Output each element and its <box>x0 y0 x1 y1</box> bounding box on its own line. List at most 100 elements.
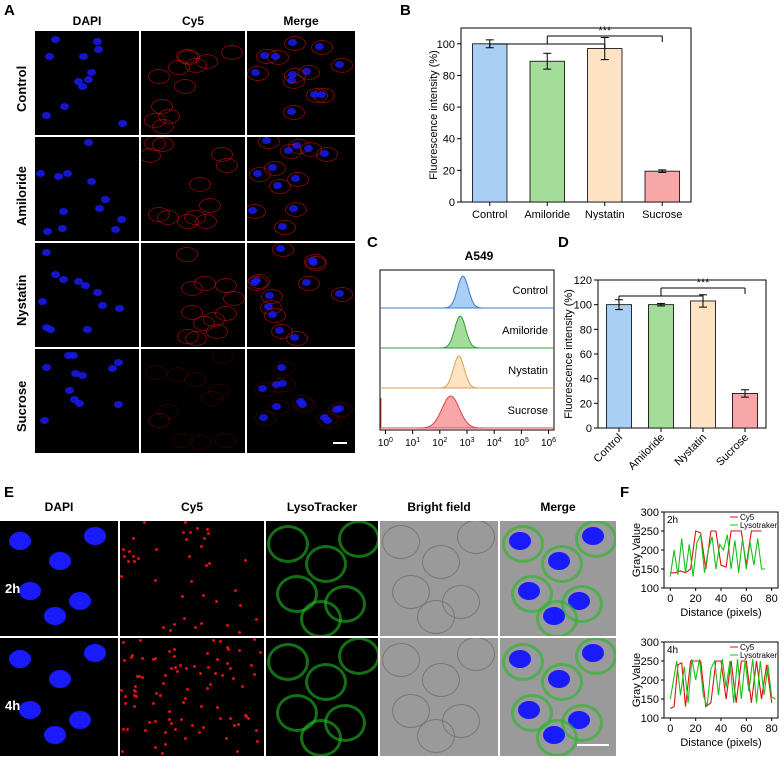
ylabel: Gray Value <box>631 653 643 707</box>
legend-label: Cy5 <box>740 513 755 522</box>
xtick-label: 40 <box>715 723 727 735</box>
ytick-label: 60 <box>443 102 455 114</box>
xtick-label: 80 <box>766 723 778 735</box>
sample-label-control: Control <box>513 285 548 297</box>
xlabel: Distance (pixels) <box>680 607 761 619</box>
xtick-label: Sucrose <box>714 432 751 469</box>
ytick-label: 20 <box>580 398 592 410</box>
bar-sucrose <box>731 393 758 429</box>
panel-a-col-cy5: Cy5 <box>181 14 204 28</box>
ytick-label: 250 <box>641 656 659 668</box>
significance-label: *** <box>697 277 711 289</box>
ytick-label: 0 <box>449 197 455 209</box>
panel-a-micrograph-nystatin-cy5 <box>141 243 245 347</box>
xtick-label: 60 <box>740 723 752 735</box>
panel-e-micrograph-4h-bf <box>380 638 498 756</box>
panel-a-micrograph-nystatin-dapi <box>35 243 139 347</box>
ytick-label: 60 <box>580 349 592 361</box>
bar-control <box>472 43 508 203</box>
panel-label-d: D <box>558 234 569 251</box>
panel-e-micrograph-4h-lyso <box>266 638 378 756</box>
time-label: 2h <box>667 515 678 526</box>
panel-e-micrograph-2h-lyso <box>266 521 378 636</box>
ylabel: Fluorescence intensity (%) <box>428 50 440 180</box>
sample-label-amiloride: Amiloride <box>502 325 548 337</box>
series-line-cy5 <box>670 660 773 709</box>
panel-e-col-cy5: Cy5 <box>180 500 203 514</box>
panel-a-micrograph-amiloride-dapi <box>35 137 139 241</box>
xlabel: Distance (pixels) <box>680 737 761 749</box>
xtick-label: 100 <box>378 437 393 449</box>
ytick-label: 0 <box>586 423 592 435</box>
ytick-label: 100 <box>641 713 659 725</box>
xtick-label: 104 <box>487 437 502 449</box>
ytick-label: 300 <box>641 637 659 649</box>
legend-label: Lysotraker <box>740 651 777 660</box>
panel-a-micrograph-control-merge <box>247 31 355 135</box>
panel-e-row-2h: 2h <box>5 581 21 596</box>
ytick-label: 250 <box>641 526 659 538</box>
xtick-label: 0 <box>667 593 673 605</box>
significance-label: *** <box>598 25 612 37</box>
panel-e-micrograph-2h-dapi <box>0 521 118 636</box>
xtick-label: 106 <box>541 437 556 449</box>
panel-a-micrograph-amiloride-merge <box>247 137 355 241</box>
panel-a-scale-bar <box>333 442 347 444</box>
panel-e-micrograph-2h-cy5 <box>120 521 264 636</box>
panel-a-micrograph-nystatin-merge <box>247 243 355 347</box>
time-label: 4h <box>667 645 678 656</box>
ytick-label: 40 <box>443 134 455 146</box>
bar-amiloride <box>529 60 565 203</box>
plot-frame <box>460 27 692 203</box>
panel-c-chart: A549 Control Amiloride Nystatin Sucrose 100 10… <box>378 249 556 449</box>
xtick-label: 40 <box>715 593 727 605</box>
panel-a-micrograph-sucrose-cy5 <box>141 349 245 453</box>
histogram-sucrose <box>380 395 554 429</box>
sample-label-nystatin: Nystatin <box>508 365 548 377</box>
panel-e-col-merge: Merge <box>540 500 576 514</box>
panel-e-row-4h: 4h <box>5 698 21 713</box>
ylabel: Gray Value <box>631 523 643 577</box>
panel-a-row-amiloride: Amiloride <box>14 166 29 226</box>
ytick-label: 80 <box>580 324 592 336</box>
panel-e-micrograph-4h-merge <box>500 638 616 756</box>
panel-e-col-bright-field: Bright field <box>407 500 471 514</box>
ytick-label: 120 <box>574 275 592 287</box>
panel-e-col-dapi: DAPI <box>44 500 74 514</box>
panel-a-col-merge: Merge <box>283 14 319 28</box>
xtick-label: 105 <box>514 437 529 449</box>
series-line-lysotraker <box>669 659 776 707</box>
ytick-label: 150 <box>641 564 659 576</box>
panel-e-micrograph-2h-merge <box>500 521 616 636</box>
xtick-label: 103 <box>459 437 474 449</box>
panel-a-row-control: Control <box>14 65 29 112</box>
legend-label: Lysotraker <box>740 521 777 530</box>
panel-b-chart: Fluorescence intensity (%) 0 20 40 60 80 100 Co… <box>428 25 692 220</box>
panel-e-micrograph-4h-dapi <box>0 638 118 756</box>
xtick-label: 0 <box>667 723 673 735</box>
xtick-label: 20 <box>690 593 702 605</box>
xtick-label: 101 <box>405 437 420 449</box>
panel-a-micrograph-control-cy5 <box>141 31 245 135</box>
ytick-label: 100 <box>437 39 455 51</box>
panel-a-row-sucrose: Sucrose <box>14 380 29 432</box>
panel-a-micrograph-sucrose-dapi <box>35 349 139 453</box>
panel-a-micrograph-control-dapi <box>35 31 139 135</box>
panel-e-micrograph-4h-cy5 <box>120 638 264 756</box>
panel-label-b: B <box>400 2 411 19</box>
ytick-label: 150 <box>641 694 659 706</box>
ylabel: Fluorescence intensity (%) <box>563 289 575 419</box>
xtick-label: 20 <box>690 723 702 735</box>
bar-amiloride <box>648 304 675 429</box>
panel-e-col-lysotracker: LysoTracker <box>286 500 358 514</box>
ytick-label: 80 <box>443 70 455 82</box>
ytick-label: 200 <box>641 675 659 687</box>
histogram-nystatin <box>380 355 554 389</box>
legend-label: Cy5 <box>740 643 755 652</box>
series-line-lysotraker <box>669 532 766 577</box>
xtick-label: Nystatin <box>585 209 625 220</box>
xtick-label: Amiloride <box>626 432 667 473</box>
xtick-label: 102 <box>432 437 447 449</box>
panel-a-micrograph-sucrose-merge <box>247 349 355 453</box>
